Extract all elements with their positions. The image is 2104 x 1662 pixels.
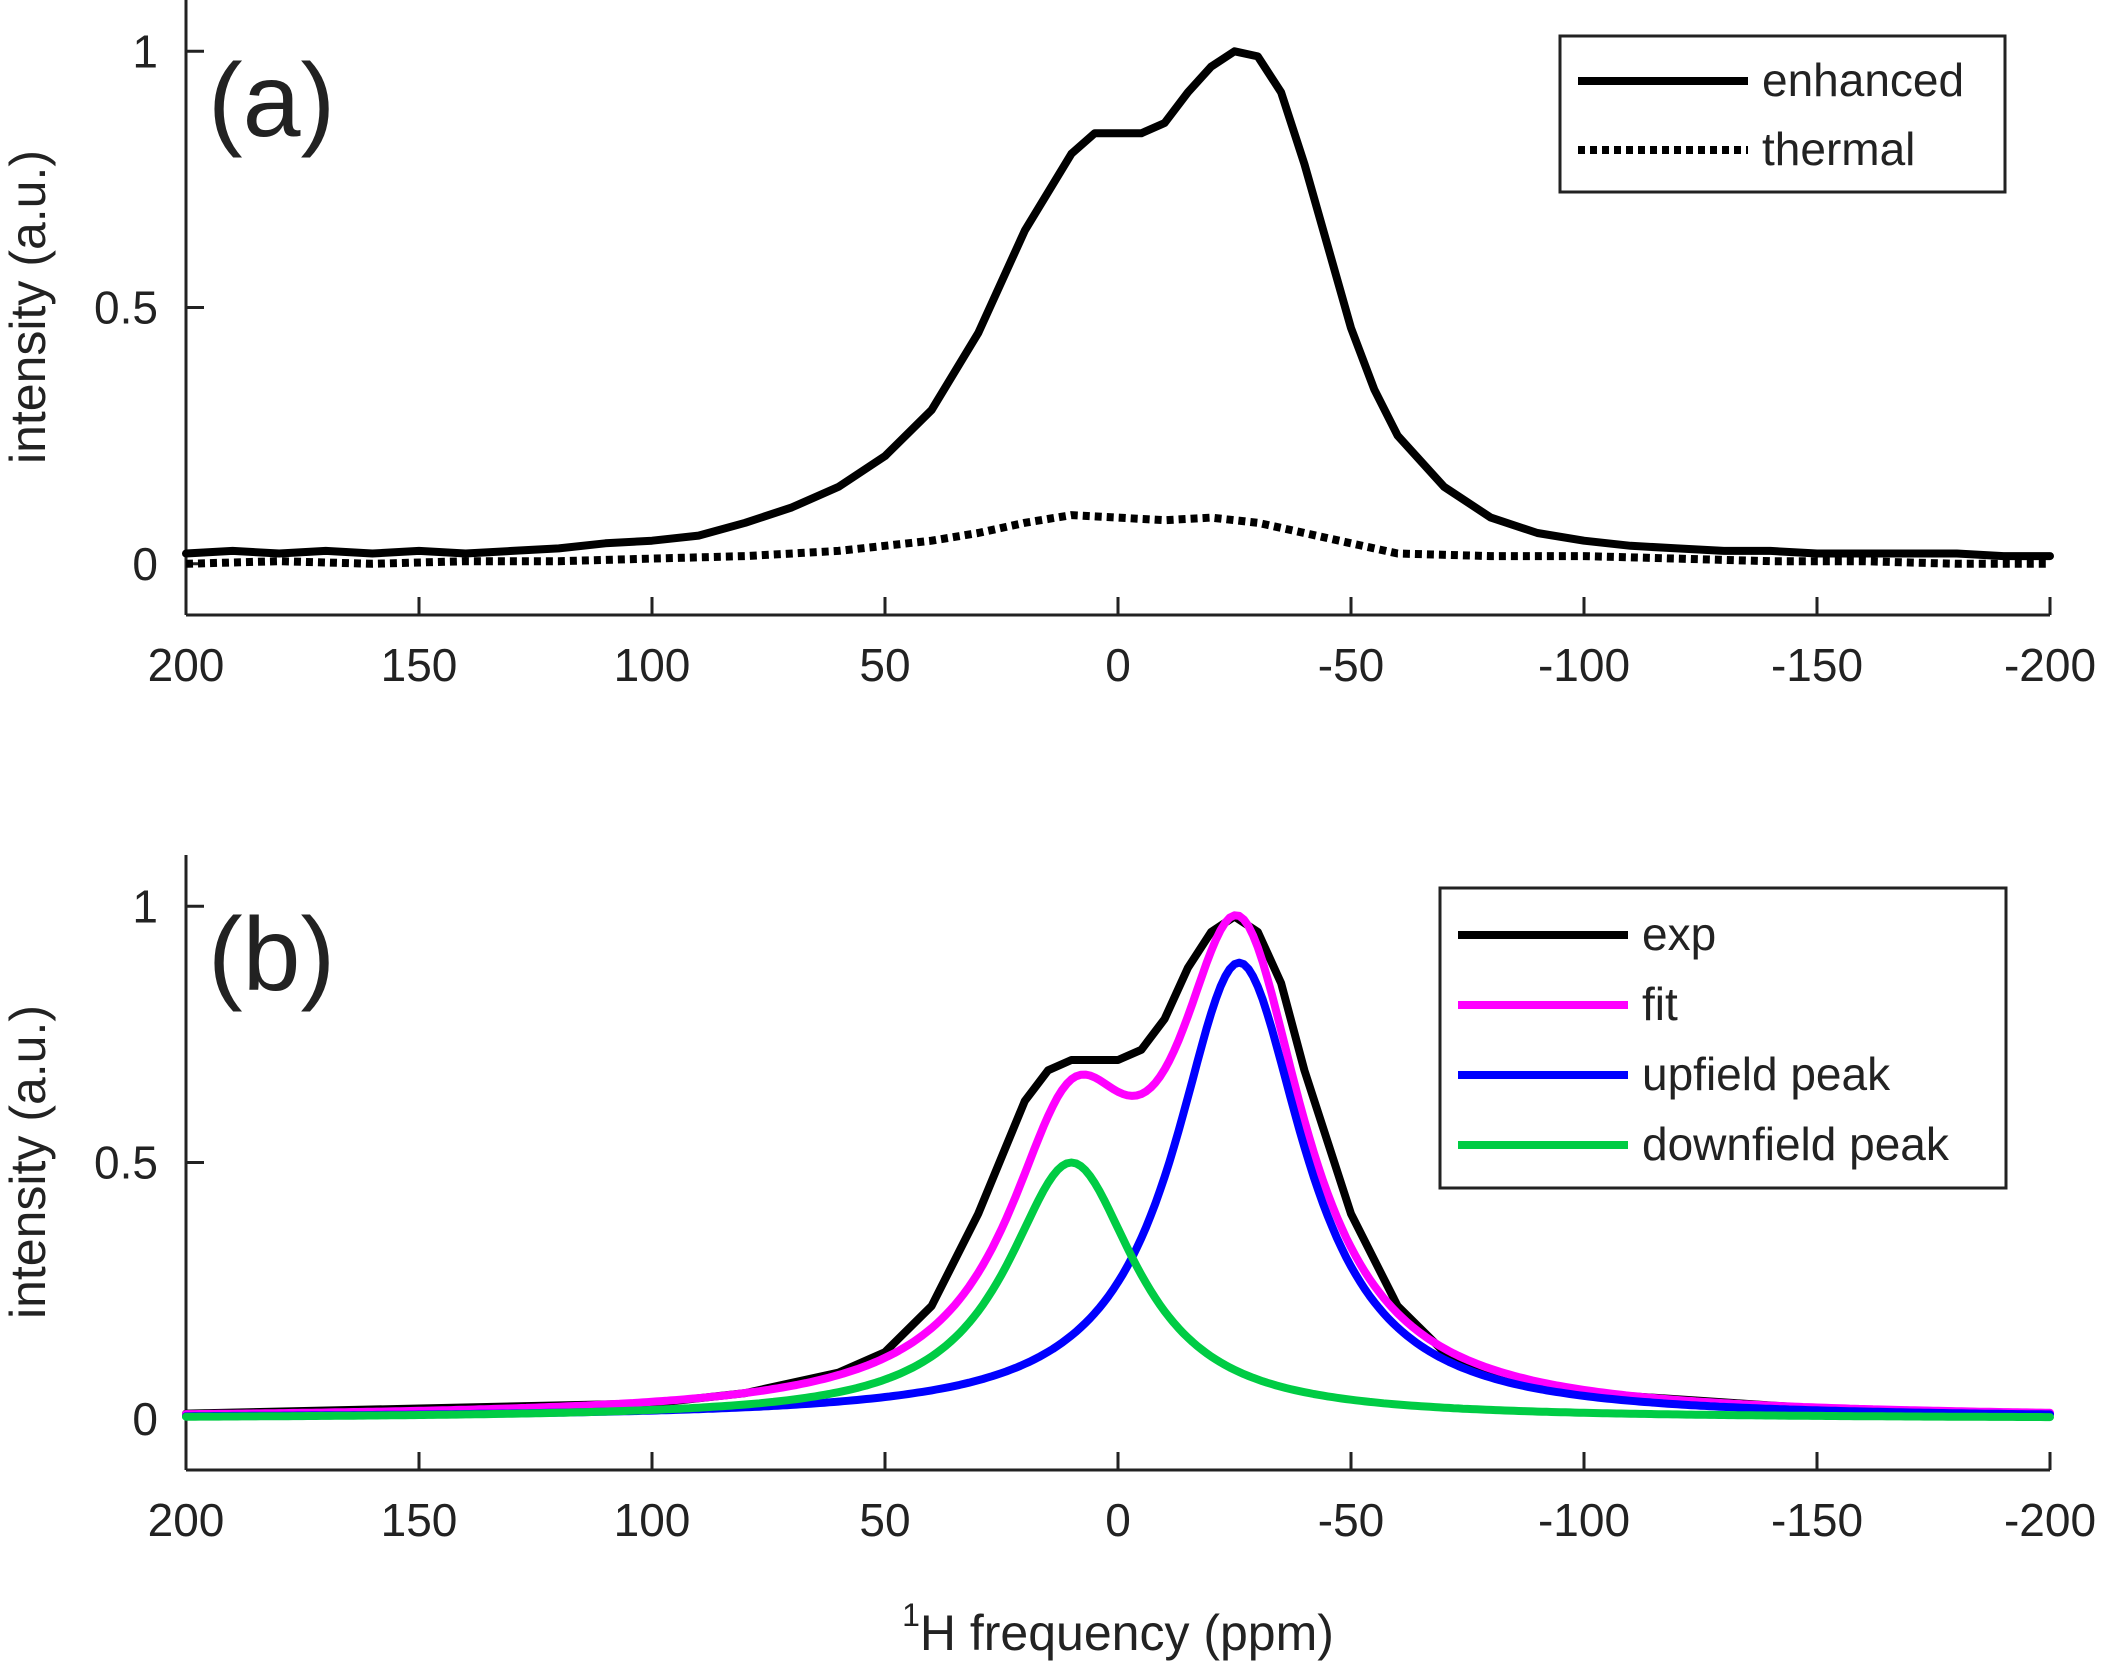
x-tick-label: 0 [1105, 639, 1131, 691]
panel-a-letter: (a) [208, 43, 335, 159]
x-tick-label: 50 [859, 639, 910, 691]
panel-a-y-ticks: 00.51 [94, 25, 204, 590]
x-tick-label: -150 [1771, 639, 1863, 691]
panel-b: 200 150 100 50 0 -50 -100 -150 -200 00.51 (b) in… [0, 855, 2096, 1661]
x-tick-label: -150 [1771, 1494, 1863, 1546]
series-thermal [185, 511, 2050, 568]
x-axis-label-text: H frequency (ppm) [920, 1605, 1334, 1661]
x-tick-label: 0 [1105, 1494, 1131, 1546]
panel-a: 200 150 100 50 0 -50 -100 -150 -200 00.51 (a) in… [0, 0, 2096, 691]
x-tick-label: -200 [2004, 639, 2096, 691]
panel-b-letter: (b) [208, 897, 335, 1013]
legend-label-downfield-peak: downfield peak [1642, 1118, 1950, 1170]
y-tick-label: 0.5 [94, 282, 158, 334]
panel-b-y-axis-label: intensity (a.u.) [0, 1005, 56, 1319]
panel-a-legend-box [1558, 34, 2007, 194]
panel-b-series [182, 911, 2054, 1422]
series-enhanced [182, 47, 2054, 561]
x-tick-label: -100 [1538, 639, 1630, 691]
x-tick-label: 50 [859, 1494, 910, 1546]
y-tick-label: 0 [132, 1393, 158, 1445]
legend-label-thermal: thermal [1762, 123, 1915, 175]
x-axis-label-superscript: 1 [902, 1597, 920, 1633]
series-downfield-peak [182, 1158, 2054, 1422]
x-tick-label: -50 [1318, 1494, 1384, 1546]
panel-a-legend: enhanced thermal [1558, 34, 2007, 194]
x-tick-label: 150 [381, 639, 458, 691]
y-tick-label: 1 [132, 25, 158, 77]
x-tick-label: 200 [148, 1494, 225, 1546]
legend-label-exp: exp [1642, 908, 1716, 960]
panel-a-series [182, 47, 2054, 568]
legend-label-fit: fit [1642, 978, 1678, 1030]
x-tick-label: -200 [2004, 1494, 2096, 1546]
x-tick-label: 100 [614, 1494, 691, 1546]
y-tick-label: 0 [132, 538, 158, 590]
panel-b-x-ticks: 200 150 100 50 0 -50 -100 -150 -200 [148, 1452, 2096, 1546]
x-tick-label: -100 [1538, 1494, 1630, 1546]
panel-b-legend: exp fit upfield peak downfield peak [1438, 886, 2008, 1190]
y-tick-label: 0.5 [94, 1137, 158, 1189]
panel-a-y-axis-label: intensity (a.u.) [0, 150, 56, 464]
x-tick-label: -50 [1318, 639, 1384, 691]
y-tick-label: 1 [132, 880, 158, 932]
panel-b-y-ticks: 00.51 [94, 880, 204, 1445]
x-tick-label: 100 [614, 639, 691, 691]
x-tick-label: 150 [381, 1494, 458, 1546]
x-tick-label: 200 [148, 639, 225, 691]
panel-b-x-axis-label: 1H frequency (ppm) [902, 1597, 1334, 1661]
legend-label-upfield-peak: upfield peak [1642, 1048, 1891, 1100]
legend-label-enhanced: enhanced [1762, 54, 1964, 106]
panel-a-x-ticks: 200 150 100 50 0 -50 -100 -150 -200 [148, 597, 2096, 691]
